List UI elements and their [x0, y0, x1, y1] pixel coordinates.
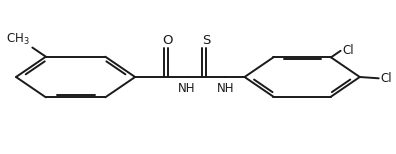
Text: CH$_3$: CH$_3$ — [6, 32, 29, 47]
Text: O: O — [162, 34, 173, 47]
Text: Cl: Cl — [381, 72, 392, 85]
Text: NH: NH — [178, 81, 196, 95]
Text: S: S — [202, 34, 210, 47]
Text: Cl: Cl — [343, 44, 354, 57]
Text: NH: NH — [217, 81, 234, 95]
